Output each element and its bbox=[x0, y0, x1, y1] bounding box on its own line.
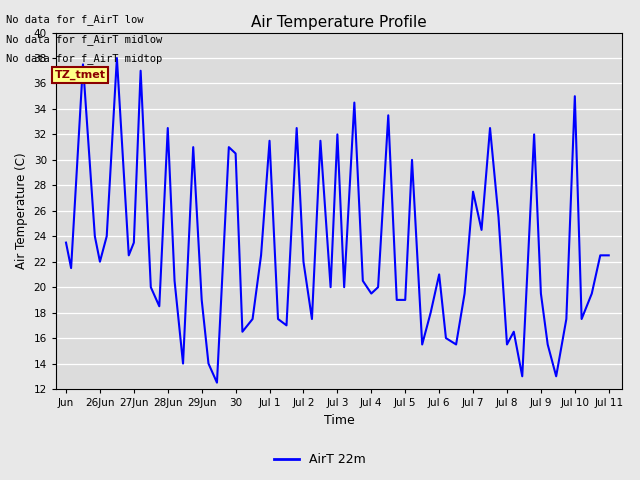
Title: Air Temperature Profile: Air Temperature Profile bbox=[252, 15, 427, 30]
Y-axis label: Air Temperature (C): Air Temperature (C) bbox=[15, 153, 28, 269]
Text: No data for f_AirT midlow: No data for f_AirT midlow bbox=[6, 34, 163, 45]
X-axis label: Time: Time bbox=[324, 414, 355, 427]
Legend: AirT 22m: AirT 22m bbox=[269, 448, 371, 471]
Text: TZ_tmet: TZ_tmet bbox=[54, 70, 106, 80]
Text: No data for f_AirT midtop: No data for f_AirT midtop bbox=[6, 53, 163, 64]
Text: No data for f_AirT low: No data for f_AirT low bbox=[6, 14, 144, 25]
